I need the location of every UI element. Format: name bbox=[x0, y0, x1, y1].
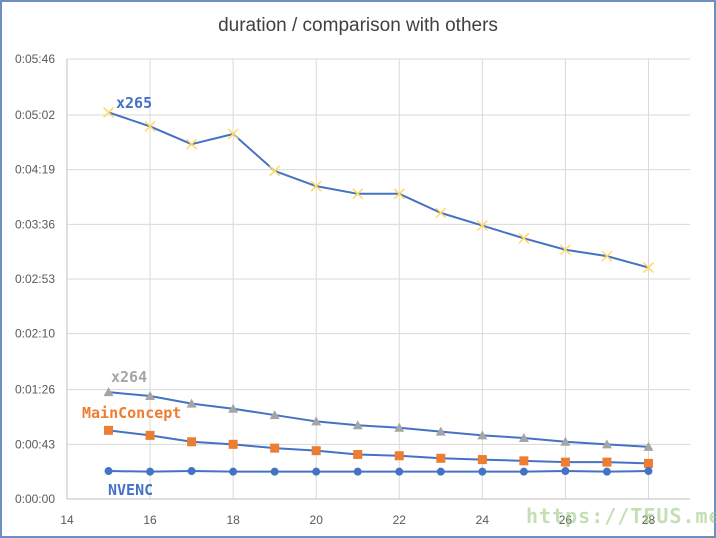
marker-stroke bbox=[393, 188, 405, 200]
marker-x265 bbox=[435, 207, 447, 219]
marker-x265 bbox=[601, 250, 613, 262]
marker-x265 bbox=[476, 220, 488, 232]
x-tick-label: 18 bbox=[226, 513, 240, 527]
marker-x265 bbox=[393, 188, 405, 200]
marker-x265 bbox=[518, 232, 530, 244]
marker-x265 bbox=[352, 188, 364, 200]
chart-title: duration / comparison with others bbox=[218, 15, 498, 36]
marker-nvenc bbox=[602, 467, 611, 476]
marker-mainconcept bbox=[270, 443, 280, 453]
marker-x264 bbox=[477, 430, 488, 440]
marker-x265 bbox=[269, 165, 281, 177]
marker-nvenc bbox=[229, 467, 238, 476]
y-tick-label: 0:02:53 bbox=[15, 272, 55, 286]
series-label-nvenc: NVENC bbox=[108, 481, 153, 499]
marker-stroke bbox=[435, 207, 447, 219]
marker-nvenc bbox=[478, 467, 487, 476]
marker-nvenc bbox=[312, 467, 321, 476]
x-tick-label: 24 bbox=[476, 513, 490, 527]
x-tick-label: 22 bbox=[393, 513, 407, 527]
marker-x264 bbox=[103, 387, 114, 397]
marker-mainconcept bbox=[353, 449, 363, 459]
marker-x264 bbox=[435, 426, 446, 436]
marker-stroke bbox=[559, 244, 571, 256]
marker-x264 bbox=[145, 390, 156, 400]
marker-nvenc bbox=[187, 467, 196, 476]
marker-stroke bbox=[269, 165, 281, 177]
marker-mainconcept bbox=[228, 439, 238, 449]
x-tick-label: 16 bbox=[143, 513, 157, 527]
y-tick-label: 0:03:36 bbox=[15, 217, 55, 231]
marker-mainconcept bbox=[104, 425, 114, 435]
series-line-nvenc bbox=[108, 470, 649, 473]
watermark-text: https://TEUS.me bbox=[526, 504, 716, 528]
series-line-x265 bbox=[108, 111, 649, 269]
marker-stroke bbox=[227, 128, 239, 140]
marker-x265 bbox=[559, 244, 571, 256]
marker-nvenc bbox=[644, 467, 653, 476]
marker-mainconcept bbox=[436, 453, 446, 463]
marker-mainconcept bbox=[643, 458, 653, 468]
marker-stroke bbox=[518, 232, 530, 244]
x-tick-label: 20 bbox=[310, 513, 324, 527]
y-tick-label: 0:05:46 bbox=[15, 52, 55, 66]
marker-x264 bbox=[311, 416, 322, 426]
marker-x265 bbox=[186, 138, 198, 150]
marker-mainconcept bbox=[519, 456, 529, 466]
marker-mainconcept bbox=[187, 437, 197, 447]
y-tick-label: 0:01:26 bbox=[15, 383, 55, 397]
marker-x265 bbox=[144, 120, 156, 132]
marker-stroke bbox=[601, 250, 613, 262]
marker-nvenc bbox=[436, 467, 445, 476]
marker-x264 bbox=[186, 398, 197, 408]
series-label-mainconcept: MainConcept bbox=[82, 404, 181, 422]
marker-x265 bbox=[642, 262, 654, 274]
marker-stroke bbox=[103, 106, 115, 118]
marker-nvenc bbox=[146, 467, 155, 476]
marker-stroke bbox=[642, 262, 654, 274]
marker-mainconcept bbox=[394, 451, 404, 461]
marker-nvenc bbox=[270, 467, 279, 476]
marker-nvenc bbox=[395, 467, 404, 476]
y-tick-label: 0:05:02 bbox=[15, 108, 55, 122]
marker-stroke bbox=[476, 220, 488, 232]
marker-x264 bbox=[601, 439, 612, 449]
marker-stroke bbox=[186, 138, 198, 150]
y-tick-label: 0:02:10 bbox=[15, 327, 55, 341]
x-tick-label: 14 bbox=[60, 513, 74, 527]
marker-x265 bbox=[227, 128, 239, 140]
marker-mainconcept bbox=[311, 446, 321, 456]
marker-nvenc bbox=[353, 467, 362, 476]
series-label-x264: x264 bbox=[111, 368, 147, 386]
marker-mainconcept bbox=[602, 457, 612, 467]
marker-nvenc bbox=[561, 467, 570, 476]
marker-mainconcept bbox=[477, 455, 487, 465]
marker-nvenc bbox=[519, 467, 528, 476]
marker-x265 bbox=[310, 180, 322, 192]
marker-x264 bbox=[394, 422, 405, 432]
marker-x264 bbox=[352, 420, 363, 430]
y-tick-label: 0:00:00 bbox=[15, 492, 55, 506]
marker-x264 bbox=[269, 410, 280, 420]
y-tick-label: 0:04:19 bbox=[15, 163, 55, 177]
marker-mainconcept bbox=[145, 430, 155, 440]
series-line-mainconcept bbox=[108, 429, 649, 465]
y-tick-label: 0:00:43 bbox=[15, 437, 55, 451]
marker-x265 bbox=[103, 106, 115, 118]
series-label-x265: x265 bbox=[116, 94, 152, 112]
marker-x264 bbox=[643, 441, 654, 451]
series-line-x264 bbox=[108, 391, 649, 448]
x-tick-label: 26 bbox=[559, 513, 573, 527]
marker-x264 bbox=[228, 403, 239, 413]
marker-mainconcept bbox=[560, 457, 570, 467]
marker-stroke bbox=[352, 188, 364, 200]
marker-x264 bbox=[560, 436, 571, 446]
marker-nvenc bbox=[104, 467, 113, 476]
x-tick-label: 28 bbox=[642, 513, 656, 527]
marker-stroke bbox=[144, 120, 156, 132]
marker-x264 bbox=[518, 432, 529, 442]
marker-stroke bbox=[310, 180, 322, 192]
